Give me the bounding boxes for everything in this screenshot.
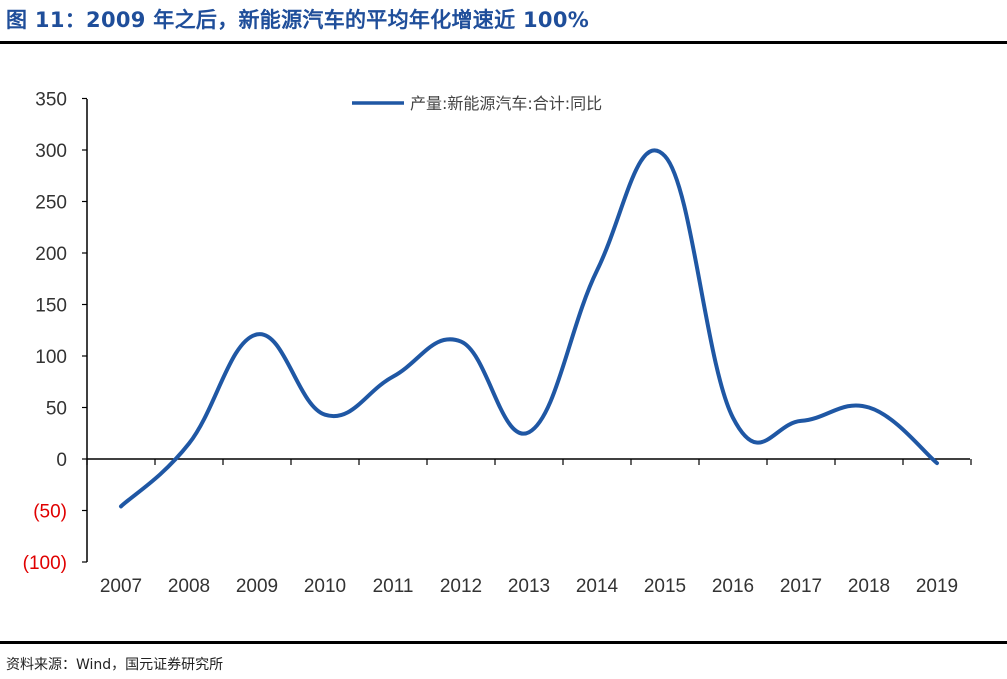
bottom-rule [0, 641, 1007, 644]
data-point [731, 416, 735, 420]
x-tick-label: 2015 [644, 576, 686, 597]
x-tick-label: 2017 [780, 576, 822, 597]
top-rule [0, 41, 1007, 44]
y-tick-label: 0 [56, 450, 67, 471]
x-axis-ticks: 2007 2008 2009 2010 2011 2012 2013 2014 2015 2016… [86, 459, 972, 597]
data-point [187, 442, 191, 446]
data-point [867, 406, 871, 410]
y-tick-label: (50) [33, 502, 67, 523]
data-point [799, 419, 803, 423]
y-tick-label: 100 [35, 347, 67, 368]
y-tick-label: 250 [35, 193, 67, 214]
data-point [459, 340, 463, 344]
y-tick-label: 50 [46, 399, 67, 420]
legend-label: 产量:新能源汽车:合计:同比 [410, 94, 602, 113]
data-point [391, 375, 395, 379]
figure-title: 图 11：2009 年之后，新能源汽车的平均年化增速近 100% [6, 8, 590, 32]
series-layer [119, 148, 939, 509]
y-tick-label: 300 [35, 141, 67, 162]
data-point [935, 461, 939, 465]
data-point [663, 154, 667, 158]
data-point [323, 413, 327, 417]
y-tick-label: 350 [35, 90, 67, 111]
x-tick-label: 2019 [916, 576, 958, 597]
series-line [119, 148, 939, 509]
legend: 产量:新能源汽车:合计:同比 [352, 94, 602, 113]
data-point [119, 504, 123, 508]
x-tick-label: 2009 [236, 576, 278, 597]
axes [86, 99, 970, 562]
data-point [595, 269, 599, 273]
y-axis-ticks: 350 300 250 200 150 100 50 0 (50) (100) [23, 90, 87, 574]
x-tick-label: 2008 [168, 576, 210, 597]
x-tick-label: 2016 [712, 576, 754, 597]
x-tick-label: 2011 [373, 576, 414, 597]
y-tick-label: (100) [23, 553, 67, 574]
data-point [527, 430, 531, 434]
y-tick-label: 150 [35, 296, 67, 317]
x-tick-label: 2013 [508, 576, 550, 597]
data-point [255, 332, 259, 336]
x-tick-label: 2007 [100, 576, 142, 597]
x-tick-label: 2018 [848, 576, 890, 597]
y-tick-label: 200 [35, 244, 67, 265]
source-note: 资料来源：Wind，国元证券研究所 [6, 657, 224, 673]
x-tick-label: 2014 [576, 576, 619, 597]
x-tick-label: 2012 [440, 576, 482, 597]
x-tick-label: 2010 [304, 576, 346, 597]
